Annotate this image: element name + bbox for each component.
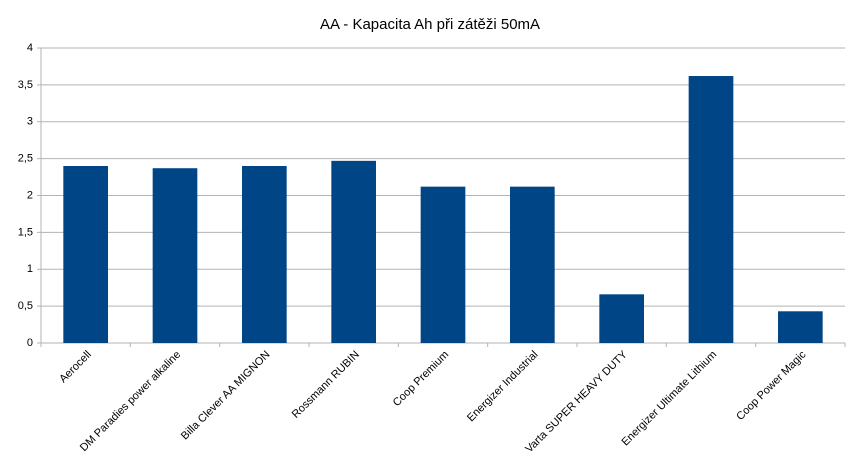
y-tick-label: 0 xyxy=(27,337,33,349)
bar xyxy=(152,168,198,343)
y-tick-label: 3,5 xyxy=(18,79,33,91)
x-tick-label: Coop Premium xyxy=(391,349,451,409)
x-tick-label: Billa Clever AA MIGNON xyxy=(179,349,273,443)
x-tick-label: DM Paradies power alkaline xyxy=(78,349,183,454)
y-tick-label: 1,5 xyxy=(18,226,33,238)
bar xyxy=(242,166,287,343)
y-tick-label: 1 xyxy=(27,263,33,275)
x-tick-label: Coop Power Magic xyxy=(734,348,809,423)
bar xyxy=(331,160,376,343)
x-tick-label: Varta SUPER HEAVY DUTY xyxy=(523,348,630,455)
bar xyxy=(420,186,466,343)
bar xyxy=(510,186,555,343)
x-tick-label: Energizer Ultimate Lithium xyxy=(619,349,719,449)
bar xyxy=(599,294,644,343)
x-tick-label: Energizer Industrial xyxy=(465,349,541,425)
y-tick-label: 4 xyxy=(27,42,33,54)
bar xyxy=(63,166,108,343)
x-tick-label: Aerocell xyxy=(57,349,94,386)
y-tick-label: 2 xyxy=(27,189,33,201)
bar xyxy=(688,76,734,344)
x-tick-label: Rossmann RUBIN xyxy=(290,349,362,421)
bar xyxy=(778,311,823,343)
y-tick-label: 0,5 xyxy=(18,300,33,312)
y-tick-label: 2,5 xyxy=(18,153,33,165)
y-tick-label: 3 xyxy=(27,116,33,128)
chart-title: AA - Kapacita Ah při zátěži 50mA xyxy=(320,16,540,33)
